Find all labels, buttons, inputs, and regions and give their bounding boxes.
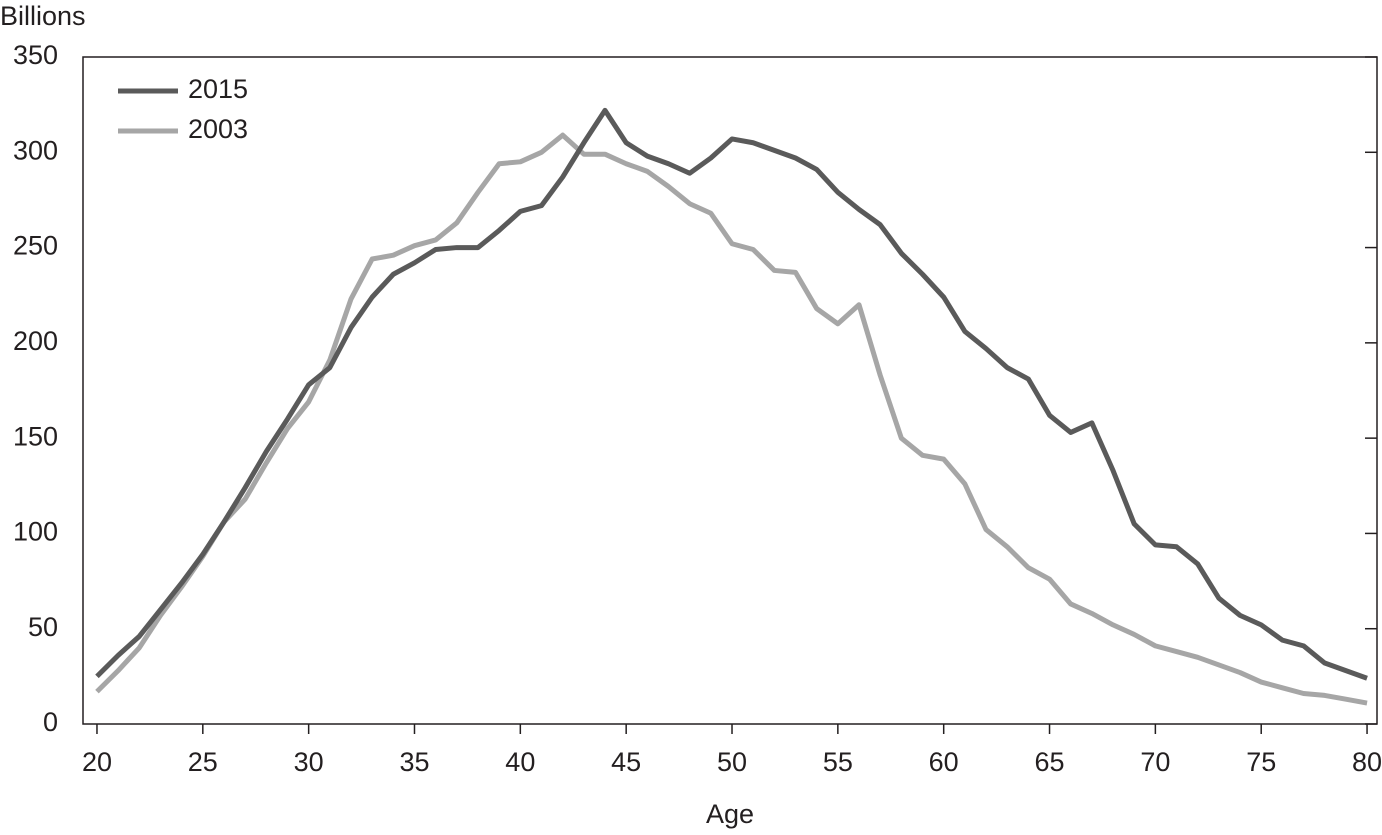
legend-label: 2003 — [188, 114, 248, 144]
x-tick-label: 70 — [1140, 747, 1170, 777]
y-tick-label: 350 — [13, 40, 58, 70]
x-tick-label: 40 — [505, 747, 535, 777]
x-tick-label: 35 — [399, 747, 429, 777]
x-tick-label: 60 — [929, 747, 959, 777]
x-tick-label: 50 — [717, 747, 747, 777]
line-series — [95, 132, 1368, 706]
plot-frame — [82, 56, 1378, 725]
x-axis-label: Age — [706, 799, 754, 829]
y-tick-label: 150 — [13, 421, 58, 451]
x-tick-label: 45 — [611, 747, 641, 777]
x-tick-label: 65 — [1035, 747, 1065, 777]
x-tick-label: 20 — [82, 747, 112, 777]
x-tick-label: 75 — [1246, 747, 1276, 777]
y-tick-label: 50 — [28, 612, 58, 642]
line-series — [95, 107, 1368, 681]
y-tick-label: 100 — [13, 517, 58, 547]
y-tick-label: 250 — [13, 231, 58, 261]
y-tick-label: 300 — [13, 135, 58, 165]
y-tick-label: 0 — [43, 707, 58, 737]
x-tick-label: 55 — [823, 747, 853, 777]
y-unit-label: Billions — [0, 1, 86, 31]
legend-label: 2015 — [188, 74, 248, 104]
x-tick-label: 80 — [1352, 747, 1382, 777]
x-tick-label: 25 — [188, 747, 218, 777]
y-tick-label: 200 — [13, 326, 58, 356]
x-tick-label: 30 — [294, 747, 324, 777]
